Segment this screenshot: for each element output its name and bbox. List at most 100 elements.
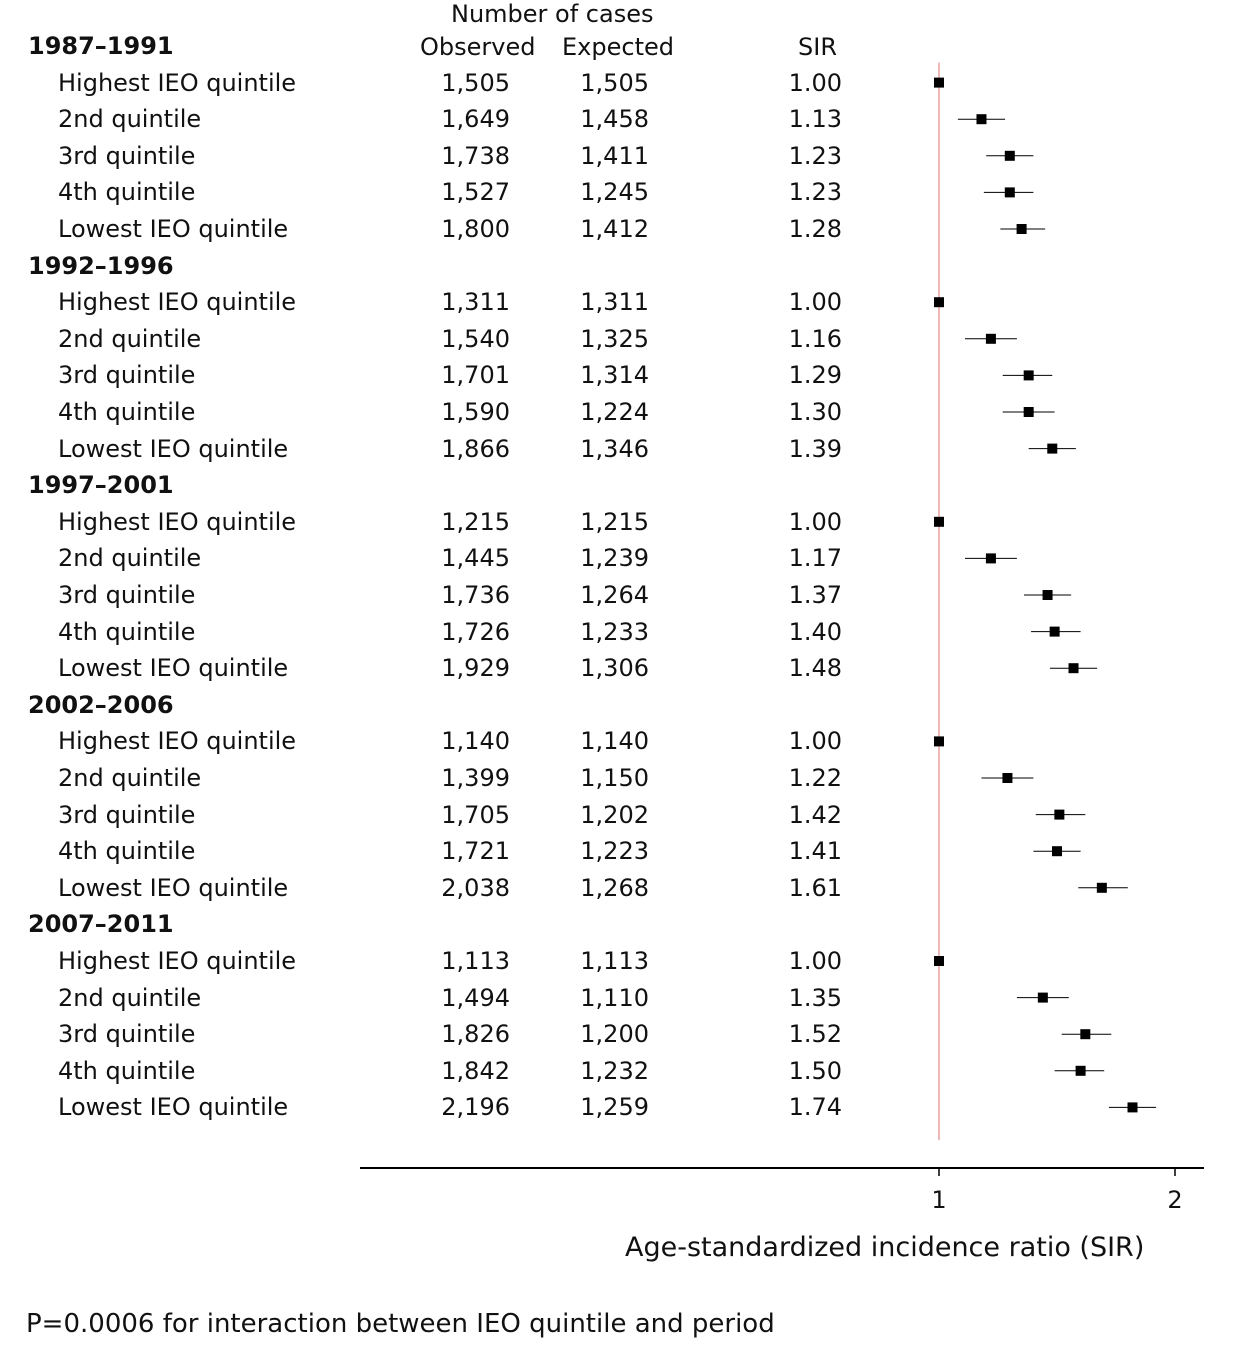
x-tick-label: 1 (931, 1186, 946, 1214)
observed-value: 1,866 (441, 434, 510, 463)
expected-value: 1,268 (580, 873, 649, 902)
row-label: Highest IEO quintile (58, 727, 297, 756)
sir-value: 1.74 (788, 1093, 842, 1122)
estimate-marker (985, 333, 996, 344)
expected-value: 1,110 (580, 983, 649, 1012)
estimate-marker (985, 553, 996, 564)
observed-value: 1,527 (441, 178, 510, 207)
row-label: Highest IEO quintile (58, 68, 297, 97)
sir-value: 1.30 (788, 398, 842, 426)
observed-value: 1,705 (441, 800, 510, 829)
estimate-marker (1042, 590, 1053, 600)
header-sir: SIR (798, 33, 837, 61)
observed-value: 1,311 (441, 288, 510, 317)
estimate-marker (1047, 443, 1058, 454)
observed-value: 1,505 (441, 68, 510, 97)
expected-value: 1,325 (580, 324, 649, 353)
row-label: Lowest IEO quintile (58, 654, 289, 683)
row-label: Highest IEO quintile (58, 288, 297, 317)
expected-value: 1,458 (580, 105, 649, 134)
header-number-of-cases: Number of cases (451, 0, 654, 28)
expected-value: 1,215 (580, 507, 649, 536)
estimate-marker (934, 736, 944, 747)
row-label: Lowest IEO quintile (58, 215, 289, 243)
row-label: 4th quintile (58, 178, 196, 207)
sir-value: 1.42 (788, 800, 842, 829)
expected-value: 1,140 (580, 727, 649, 756)
row-label: 3rd quintile (58, 361, 196, 390)
row-label: Lowest IEO quintile (58, 434, 289, 463)
estimate-marker (1080, 1029, 1091, 1040)
estimate-marker (1004, 150, 1015, 161)
sir-value: 1.61 (788, 873, 842, 902)
expected-value: 1,311 (580, 288, 649, 317)
observed-value: 1,736 (441, 581, 510, 609)
observed-value: 1,738 (441, 141, 510, 170)
period-heading: 2002–2006 (28, 690, 174, 719)
observed-value: 1,842 (441, 1056, 510, 1085)
period-heading: 1987–1991 (28, 32, 174, 60)
expected-value: 1,200 (580, 1020, 649, 1049)
observed-value: 1,445 (441, 544, 510, 573)
observed-value: 1,701 (441, 361, 510, 390)
row-label: Highest IEO quintile (58, 507, 297, 536)
estimate-marker (1049, 626, 1060, 637)
x-tick-label: 2 (1167, 1186, 1182, 1214)
expected-value: 1,314 (580, 361, 649, 390)
sir-value: 1.00 (788, 507, 842, 536)
observed-value: 1,929 (441, 654, 510, 683)
sir-value: 1.52 (788, 1020, 842, 1049)
estimate-marker (1037, 992, 1048, 1003)
expected-value: 1,113 (580, 947, 649, 975)
expected-value: 1,224 (580, 398, 649, 426)
row-label: 3rd quintile (58, 1020, 196, 1049)
row-label: Highest IEO quintile (58, 947, 297, 975)
row-label: 2nd quintile (58, 544, 202, 573)
estimate-marker (934, 297, 944, 308)
estimate-marker (1023, 370, 1034, 381)
header-expected: Expected (562, 33, 674, 61)
observed-value: 1,826 (441, 1020, 510, 1049)
row-label: 4th quintile (58, 1056, 196, 1085)
estimate-marker (1127, 1102, 1138, 1113)
x-axis-title: Age-standardized incidence ratio (SIR) (625, 1232, 1145, 1263)
estimate-marker (1016, 224, 1027, 234)
observed-value: 1,721 (441, 837, 510, 866)
row-label: 2nd quintile (58, 983, 202, 1012)
estimate-marker (934, 516, 944, 527)
estimate-marker (1096, 882, 1107, 893)
expected-value: 1,259 (580, 1093, 649, 1122)
row-label: Lowest IEO quintile (58, 1093, 289, 1122)
estimate-marker (1068, 663, 1079, 674)
observed-value: 1,113 (441, 947, 510, 975)
estimate-marker (1023, 407, 1034, 417)
estimate-marker (934, 956, 944, 966)
sir-value: 1.35 (788, 983, 842, 1012)
sir-value: 1.00 (788, 288, 842, 317)
row-label: 3rd quintile (58, 581, 196, 609)
header-observed: Observed (420, 33, 536, 61)
expected-value: 1,411 (580, 141, 649, 170)
expected-value: 1,202 (580, 800, 649, 829)
expected-value: 1,223 (580, 837, 649, 866)
observed-value: 1,649 (441, 105, 510, 134)
period-heading: 2007–2011 (28, 910, 174, 939)
expected-value: 1,505 (580, 68, 649, 97)
sir-value: 1.37 (788, 581, 842, 609)
sir-value: 1.39 (788, 434, 842, 463)
observed-value: 1,399 (441, 764, 510, 792)
estimate-marker (1002, 773, 1013, 783)
sir-value: 1.29 (788, 361, 842, 390)
row-label: 2nd quintile (58, 105, 202, 134)
expected-value: 1,150 (580, 764, 649, 792)
expected-value: 1,239 (580, 544, 649, 573)
sir-value: 1.41 (788, 837, 842, 866)
observed-value: 1,140 (441, 727, 510, 756)
sir-value: 1.00 (788, 68, 842, 97)
observed-value: 1,540 (441, 324, 510, 353)
row-label: 2nd quintile (58, 324, 202, 353)
row-label: Lowest IEO quintile (58, 873, 289, 902)
sir-value: 1.23 (788, 141, 842, 170)
expected-value: 1,233 (580, 617, 649, 646)
